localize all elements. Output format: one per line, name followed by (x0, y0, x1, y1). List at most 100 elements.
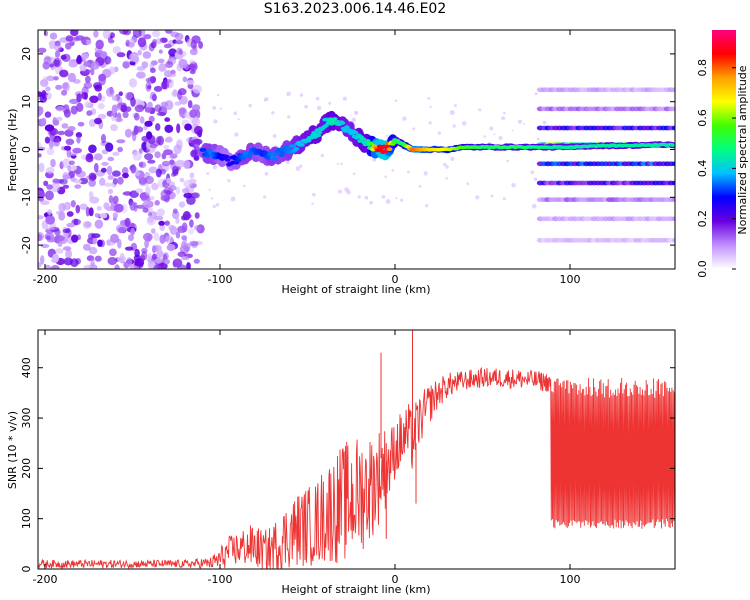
ridge-core (364, 139, 371, 143)
faint-dot (385, 134, 388, 138)
colorbar-tick-label: 0.8 (696, 59, 709, 77)
y-tick-label: 200 (20, 458, 33, 479)
noise-blob (76, 170, 86, 178)
snr-panel: -200 -100 0 100 0 100 200 300 400 Height of str… (6, 329, 676, 596)
faint-dot (372, 158, 377, 162)
noise-blob (62, 184, 70, 189)
noise-blob (141, 196, 151, 202)
noise-blob (98, 73, 107, 82)
noise-blob (152, 30, 161, 38)
noise-blob (72, 147, 83, 154)
noise-blob (61, 123, 69, 129)
faint-dot (328, 101, 332, 105)
noise-blob (43, 56, 52, 65)
noise-blob (88, 144, 97, 154)
noise-blob (170, 153, 178, 159)
noise-blob (158, 49, 163, 54)
noise-blob (133, 112, 140, 121)
noise-blob (93, 30, 99, 38)
harmonic-mark (671, 125, 675, 131)
noise-blob (153, 215, 164, 221)
ridge-core (293, 147, 300, 151)
faint-dot (219, 107, 222, 110)
noise-blob (54, 44, 62, 52)
noise-blob (153, 85, 163, 92)
noise-blob (149, 196, 155, 201)
ridge-core (279, 151, 286, 156)
noise-blob (136, 71, 146, 79)
faint-dot (402, 116, 407, 121)
noise-blob (50, 265, 60, 269)
noise-blob (110, 124, 118, 132)
noise-blob (154, 151, 161, 159)
noise-blob (151, 93, 157, 102)
faint-dot (234, 132, 239, 137)
noise-blob (63, 257, 73, 266)
faint-dot (483, 135, 487, 138)
faint-dot (237, 118, 240, 121)
noise-blob (75, 132, 83, 138)
colorbar-tick-label: 0.6 (696, 109, 709, 127)
noise-blob (96, 205, 102, 211)
harmonic-mark (671, 87, 675, 93)
faint-dot (384, 175, 387, 179)
noise-blob (88, 178, 96, 187)
noise-blob (124, 92, 133, 101)
y-tick-label: -20 (20, 236, 33, 254)
faint-dot (498, 136, 503, 140)
noise-blob (47, 209, 53, 216)
noise-blob (97, 239, 103, 247)
faint-dot (316, 105, 322, 111)
noise-blob (79, 65, 87, 72)
noise-blob (65, 138, 75, 145)
noise-blob (183, 159, 191, 170)
noise-blob (55, 105, 65, 112)
faint-dot (336, 162, 339, 165)
ridge-core (305, 138, 312, 143)
noise-blob (107, 257, 118, 265)
noise-blob (155, 257, 163, 264)
ridge-core (670, 143, 675, 147)
noise-blob (108, 39, 115, 44)
y-tick-label: 300 (20, 408, 33, 429)
faint-dot (215, 203, 220, 207)
faint-dot (230, 196, 236, 202)
noise-blob (183, 192, 193, 199)
noise-blob (71, 234, 79, 243)
noise-blob (178, 58, 188, 69)
noise-blob (155, 168, 162, 178)
noise-blob (49, 32, 58, 40)
noise-blob (94, 213, 101, 218)
noise-blob (188, 228, 195, 235)
faint-dot (295, 166, 301, 172)
noise-blob (61, 89, 68, 96)
noise-blob (95, 39, 104, 50)
faint-dot (391, 169, 395, 172)
noise-blob (63, 232, 69, 238)
x-tick-label: 100 (560, 573, 581, 586)
y-tick-label: 10 (20, 95, 33, 109)
snr-frame (37, 329, 676, 570)
noise-blob (86, 110, 93, 116)
faint-dot (394, 99, 398, 102)
noise-blob (76, 136, 81, 144)
noise-blob (172, 208, 178, 214)
noise-blob (101, 161, 109, 166)
harmonic-mark (671, 161, 675, 167)
spectrogram-x-axis: -200 -100 0 100 (33, 30, 581, 286)
faint-dot (248, 103, 252, 108)
faint-dot (287, 115, 291, 119)
noise-blob (138, 104, 144, 110)
noise-blob (163, 144, 170, 150)
noise-blob (193, 138, 203, 145)
noise-blob (125, 39, 130, 47)
faint-dot (357, 195, 361, 199)
faint-dot (533, 177, 538, 181)
noise-blob (103, 182, 113, 187)
noise-blob (55, 248, 64, 254)
noise-blob (88, 207, 94, 217)
faint-dot (340, 162, 343, 166)
noise-blob (90, 257, 95, 267)
